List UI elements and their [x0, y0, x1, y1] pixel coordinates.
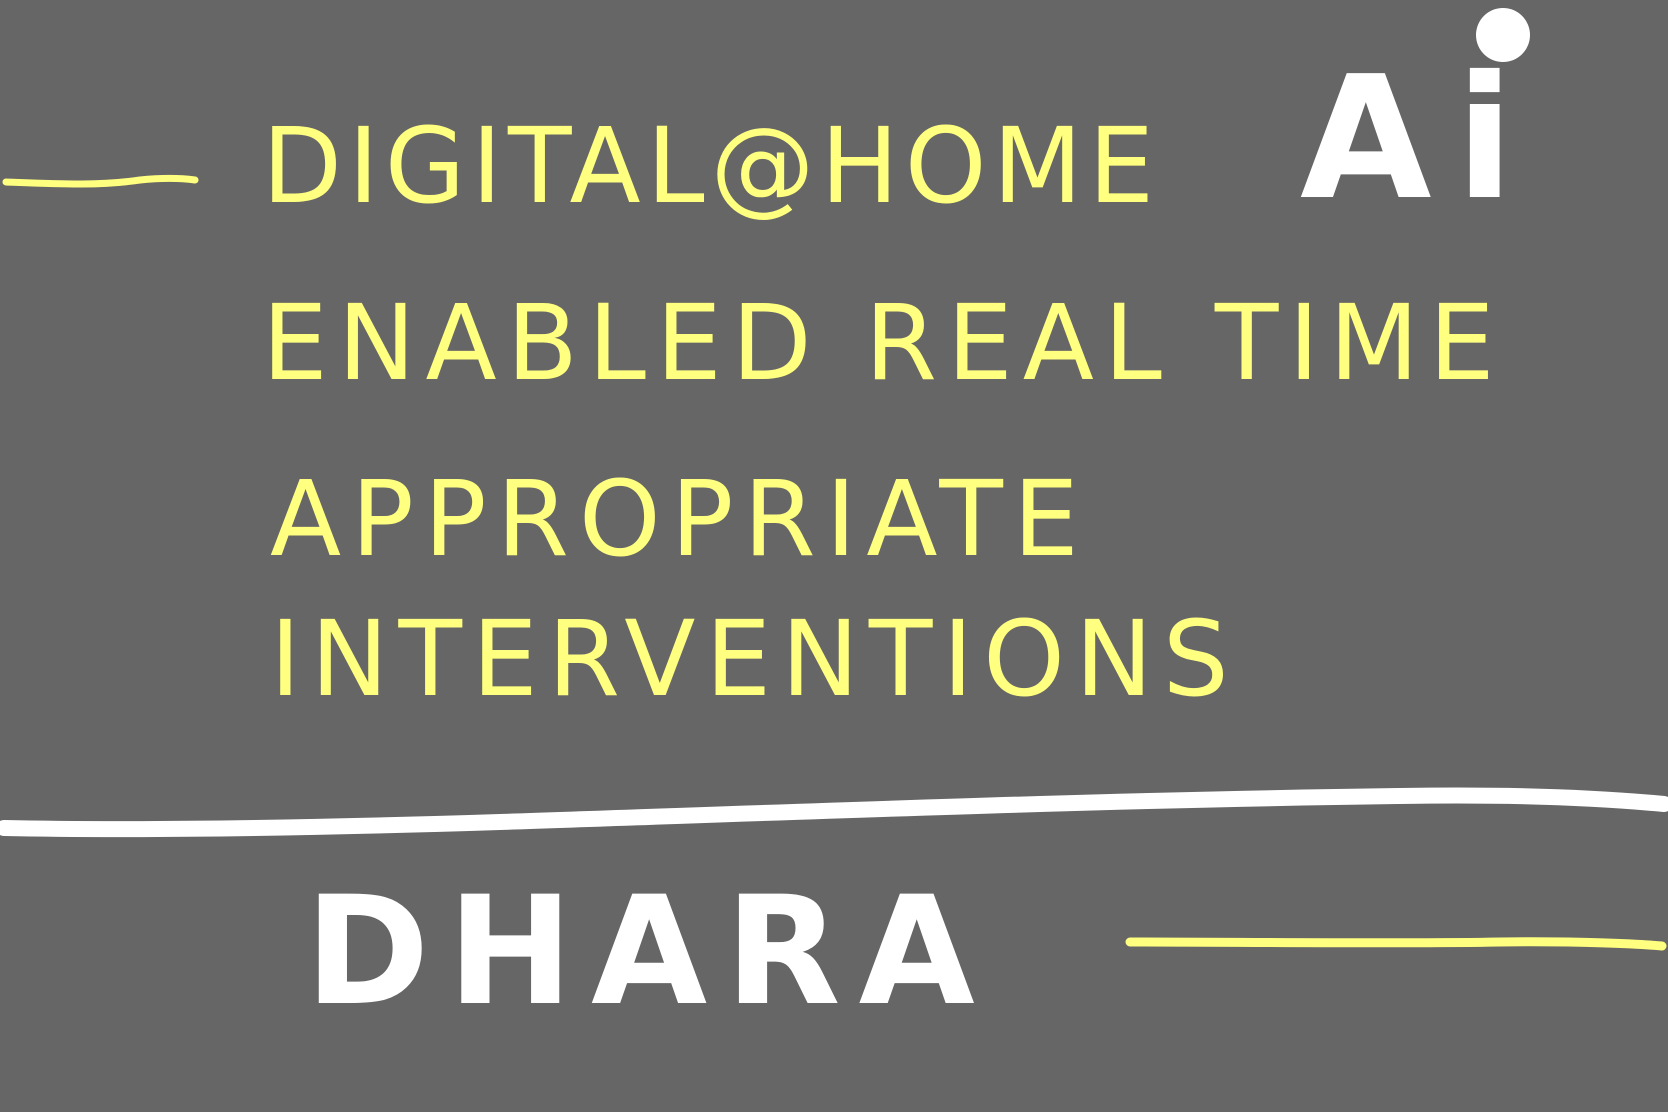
white-dot [1476, 8, 1530, 62]
divider-line [0, 787, 1668, 838]
headline-line-1: DIGITAL@HOME [262, 105, 1161, 227]
headline-line-4: INTERVENTIONS [270, 598, 1239, 720]
headline-line-2: ENABLED REAL TIME [262, 282, 1505, 404]
right-dash-stroke [1125, 937, 1667, 951]
left-dash-stroke [2, 175, 199, 188]
project-name: DHARA [305, 865, 993, 1039]
headline-ai: Ai [1300, 40, 1538, 238]
headline-line-3: APPROPRIATE [270, 458, 1089, 580]
